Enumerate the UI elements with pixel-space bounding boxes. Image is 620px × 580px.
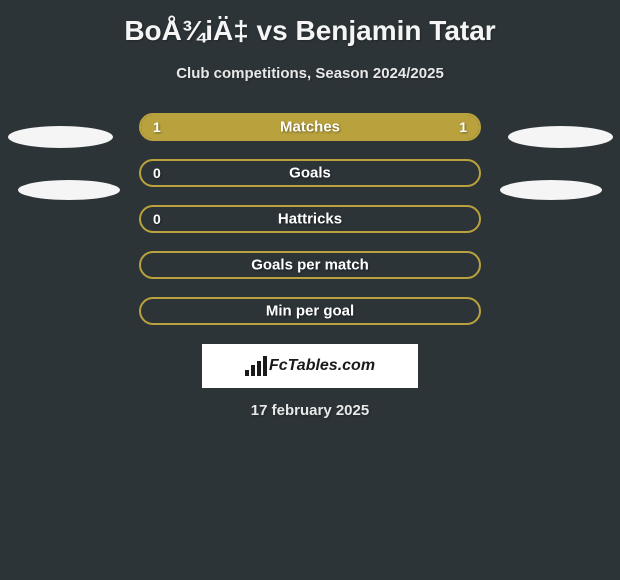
stat-bar: Matches 1 1 [139,113,481,141]
decorative-ellipse [508,126,613,148]
stat-value-left: 0 [153,211,161,227]
stat-bar: Hattricks 0 [139,205,481,233]
stat-bar: Goals per match [139,251,481,279]
stat-row: Goals 0 [139,158,481,188]
stat-bar: Goals 0 [139,159,481,187]
stat-label: Goals [289,165,331,182]
decorative-ellipse [18,180,120,200]
stats-container: Matches 1 1 Goals 0 Hattricks 0 Goals per match… [139,112,481,342]
stat-label: Goals per match [251,257,369,274]
logo-content: FcTables.com [245,356,375,376]
stat-label: Hattricks [278,211,342,228]
stat-row: Matches 1 1 [139,112,481,142]
logo-box[interactable]: FcTables.com [202,344,418,388]
page-title: BoÅ¾iÄ‡ vs Benjamin Tatar [124,15,495,47]
decorative-ellipse [500,180,602,200]
stat-bar: Min per goal [139,297,481,325]
stat-label: Min per goal [266,303,354,320]
stat-row: Min per goal [139,296,481,326]
stat-value-left: 0 [153,165,161,181]
comparison-widget: BoÅ¾iÄ‡ vs Benjamin Tatar Club competiti… [0,0,620,429]
stat-value-right: 1 [459,119,467,135]
decorative-ellipse [8,126,113,148]
stat-value-left: 1 [153,119,161,135]
date-text: 17 february 2025 [251,402,369,419]
subtitle: Club competitions, Season 2024/2025 [176,65,444,82]
stat-row: Goals per match [139,250,481,280]
logo-text: FcTables.com [269,357,375,375]
stat-label: Matches [280,119,340,136]
logo-bars-icon [245,356,267,376]
stat-row: Hattricks 0 [139,204,481,234]
